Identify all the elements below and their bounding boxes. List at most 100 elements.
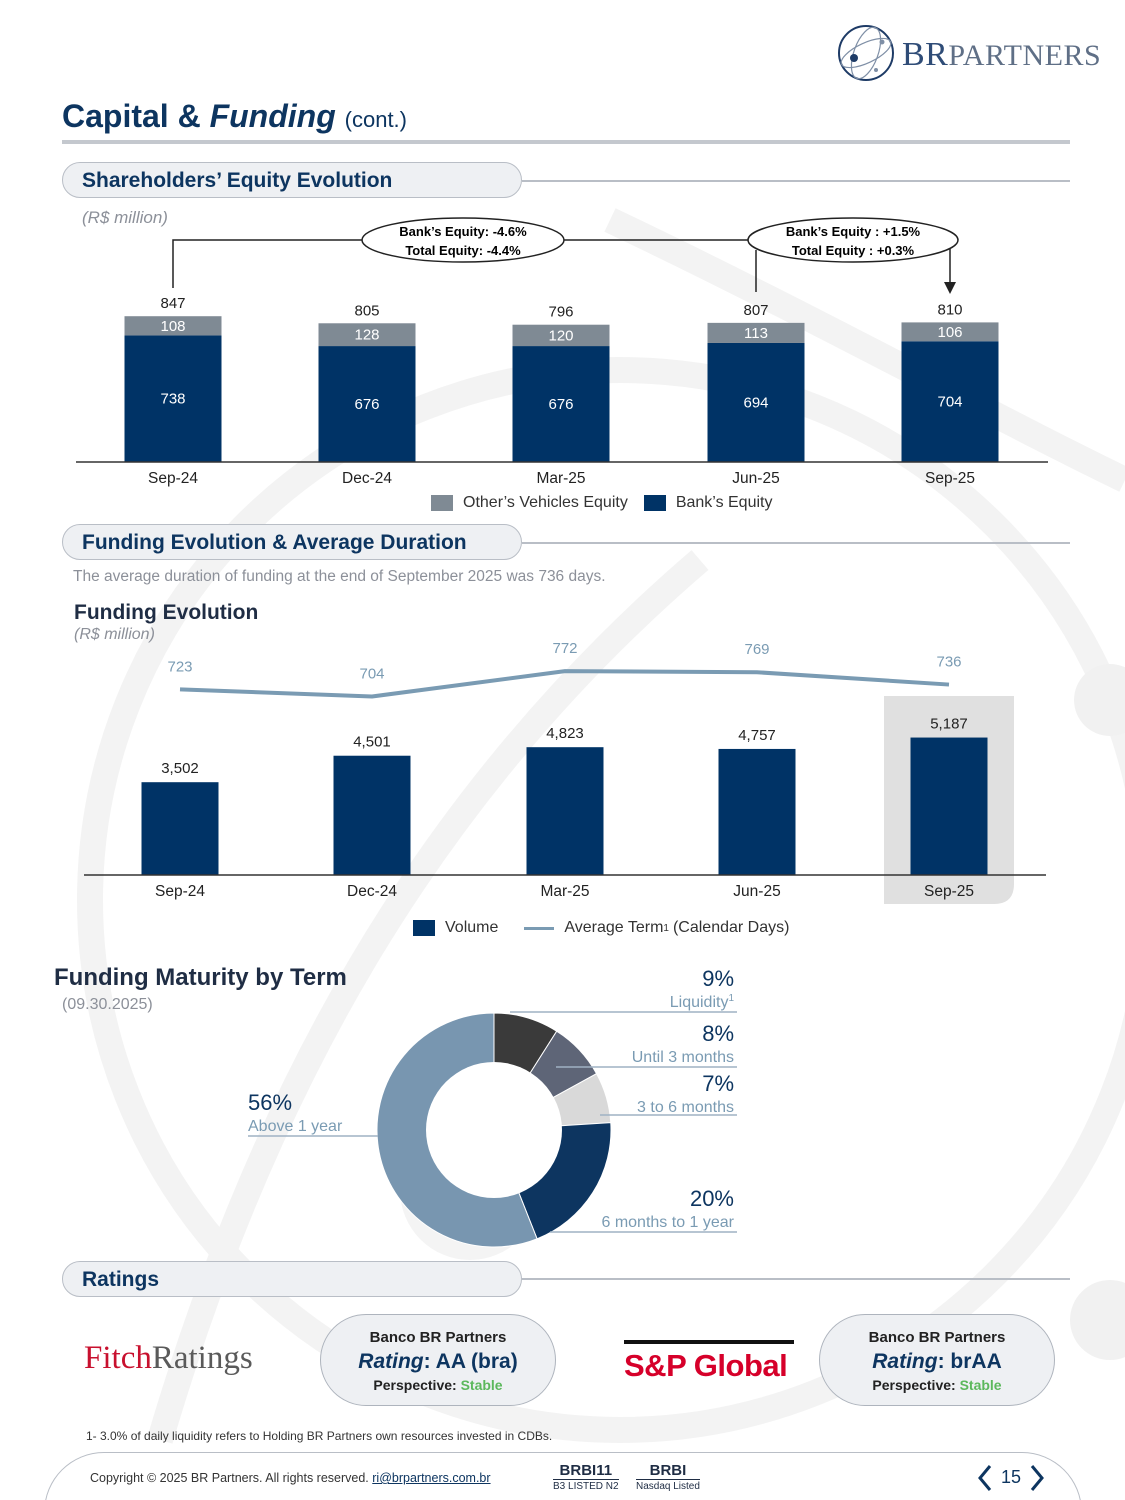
copyright: Copyright © 2025 BR Partners. All rights… [90,1471,491,1485]
section-rule [522,180,1070,182]
callout-arrowhead [944,282,956,294]
x-tick-label: Mar-25 [536,470,585,487]
funding-note: The average duration of funding at the e… [73,568,606,585]
donut-category-label: Liquidity1 [670,993,735,1011]
x-tick-label: Mar-25 [540,883,589,900]
label-average-term: 772 [552,640,577,657]
label-others-equity: 128 [354,327,379,344]
maturity-donut-chart: 9% Liquidity1 8% Until 3 months 7% 3 to 6 mon… [248,966,737,1248]
section-heading-equity: Shareholders’ Equity Evolution [62,162,522,198]
label-average-term: 704 [359,666,384,683]
chevron-left-icon[interactable] [976,1462,994,1494]
label-funding-volume: 5,187 [930,716,968,733]
sp-rating-card: Banco BR Partners Rating: brAA Perspecti… [819,1314,1055,1406]
legend-swatch-term [524,926,555,930]
rating-entity: Banco BR Partners [369,1329,507,1346]
x-tick-label: Dec-24 [342,470,392,487]
legend-term-sup: 1 [663,922,669,934]
maturity-date: (09.30.2025) [62,996,153,1013]
equity-stacked-bar-chart: Bank’s Equity: -4.6% Total Equity: -4.4%… [76,217,1048,487]
bar-others-equity [707,322,805,343]
donut-percent-label: 8% [702,1021,734,1046]
x-tick-label: Dec-24 [347,883,397,900]
label-average-term: 769 [744,641,769,658]
fitch-rating-card: Banco BR Partners Rating: AA (bra) Persp… [320,1314,556,1406]
label-total-equity: 796 [548,304,573,321]
section-heading-ratings: Ratings [62,1261,522,1297]
bar-others-equity [318,323,416,347]
label-others-equity: 108 [160,318,185,335]
label-others-equity: 106 [937,324,962,341]
label-average-term: 736 [936,654,961,671]
section-rule [522,1278,1070,1280]
bar-funding-volume [333,755,411,875]
chevron-right-icon[interactable] [1028,1462,1046,1494]
bar-funding-volume [526,747,604,875]
legend-label-bank: Bank’s Equity [675,494,773,511]
funding-chart-title: Funding Evolution [74,601,259,624]
donut-percent-label: 7% [702,1071,734,1096]
legend-label-term-suffix: (Calendar Days) [672,919,790,936]
label-bank-equity: 694 [743,394,768,411]
bar-bank-equity [318,346,416,462]
equity-legend: Other’s Vehicles Equity Bank’s Equity [431,494,772,512]
globe-logo-icon [838,25,894,81]
bar-bank-equity [124,335,222,462]
donut-category-label: 6 months to 1 year [601,1214,734,1231]
label-bank-equity: 738 [160,391,185,408]
label-bank-equity: 676 [548,396,573,413]
callout-right-line1: Bank’s Equity : +1.5% [786,224,921,239]
label-total-equity: 847 [160,295,185,312]
bar-others-equity [901,322,999,342]
label-total-equity: 807 [743,302,768,319]
x-tick-label: Sep-25 [924,883,974,900]
donut-hole [426,1062,562,1198]
bar-funding-volume [910,737,988,875]
email-link[interactable]: ri@brpartners.com.br [372,1471,491,1485]
donut-percent-label: 9% [702,966,734,991]
callout-bubble-right [747,217,959,263]
rating-entity: Banco BR Partners [868,1329,1006,1346]
equity-unit-label: (R$ million) [82,208,168,227]
bar-bank-equity [512,346,610,462]
label-others-equity: 113 [744,325,768,342]
legend-label-volume: Volume [445,919,499,936]
bar-funding-volume [141,782,219,875]
legend-label-term: Average Term [564,919,664,936]
ticker-nasdaq: BRBI Nasdaq Listed [636,1462,700,1492]
x-tick-label: Sep-24 [148,470,198,487]
legend-swatch-others [431,495,453,511]
label-total-equity: 805 [354,302,379,319]
label-others-equity: 120 [548,327,573,344]
average-term-line [179,669,950,699]
label-funding-volume: 3,502 [161,760,199,777]
label-total-equity: 810 [937,301,962,318]
label-bank-equity: 704 [937,394,962,411]
callout-left-line2: Total Equity: -4.4% [405,243,521,258]
donut-category-label: Above 1 year [248,1118,343,1135]
rating-perspective: Perspective: Stable [373,1377,503,1393]
bar-others-equity [512,324,610,347]
x-tick-label: Jun-25 [733,883,780,900]
sp-global-logo: S&P Global [624,1340,794,1383]
legend-swatch-volume [413,920,435,936]
bar-bank-equity [707,342,805,462]
ticker-b3: BRBI11 B3 LISTED N2 [553,1462,619,1492]
bar-others-equity [124,316,222,336]
x-tick-label: Jun-25 [732,470,779,487]
callout-bubble-left [361,217,565,263]
leader-lines [248,1011,737,1233]
footnote: 1- 3.0% of daily liquidity refers to Hol… [86,1429,553,1443]
title-divider [62,140,1070,144]
rating-value: Rating: AA (bra) [358,1350,518,1373]
br-partners-logo: BRPARTNERS [836,22,1101,84]
label-bank-equity: 676 [354,396,379,413]
label-funding-volume: 4,501 [353,734,391,751]
donut-percent-label: 56% [248,1090,292,1115]
fitch-ratings-logo: FitchRatings [84,1340,253,1376]
rating-value: Rating: brAA [872,1350,1002,1373]
legend-label-others: Other’s Vehicles Equity [463,494,628,511]
donut-category-label: Until 3 months [632,1049,734,1066]
label-funding-volume: 4,757 [738,727,776,744]
funding-legend: Volume Average Term 1 (Calendar Days) [413,919,789,937]
